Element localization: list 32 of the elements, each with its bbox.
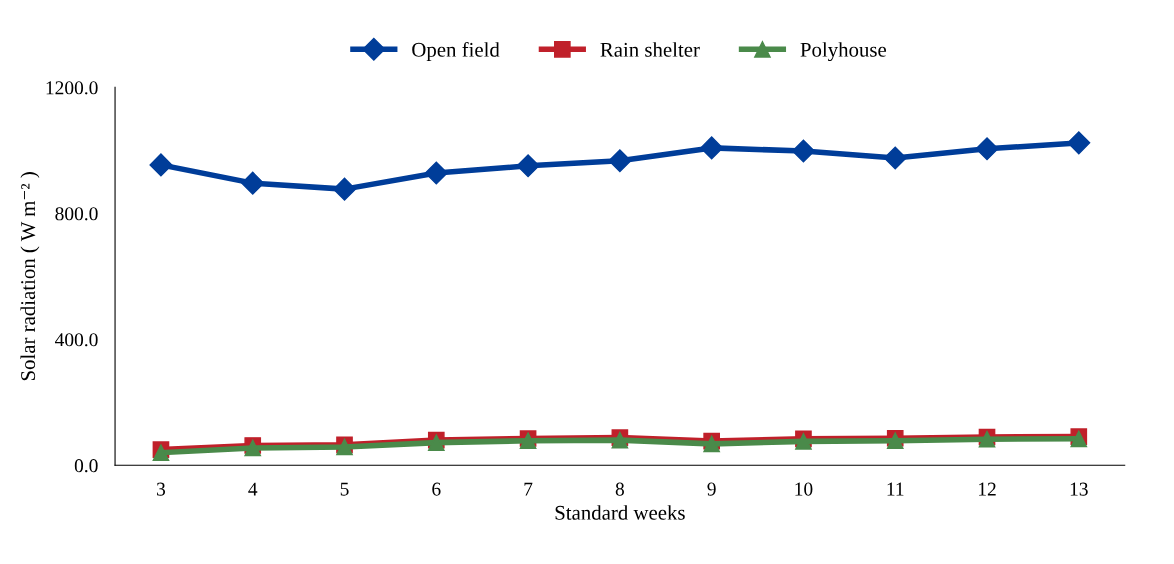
x-tick-label: 10 <box>795 482 813 496</box>
y-tick-label: 0.0 <box>74 459 98 473</box>
y-axis-title: Solar radiation ( W m⁻² ) <box>20 172 40 381</box>
x-tick-label: 4 <box>248 482 258 496</box>
x-tick-label: 13 <box>1070 482 1088 496</box>
point <box>424 161 448 185</box>
legend-label: Polyhouse <box>800 42 887 62</box>
point <box>241 171 265 195</box>
point <box>149 153 173 177</box>
point <box>608 149 632 173</box>
y-tick-label: 1200.0 <box>46 81 98 95</box>
legend-label: Open field <box>412 41 500 62</box>
x-tick-label: 9 <box>707 482 716 496</box>
point <box>883 146 907 170</box>
x-tick-label: 7 <box>524 482 533 496</box>
point <box>975 137 999 161</box>
point <box>791 139 815 163</box>
x-tick-label: 8 <box>615 482 624 496</box>
x-tick-label: 11 <box>887 482 904 496</box>
x-tick-label: 5 <box>340 482 349 496</box>
legend-label: Rain shelter <box>600 42 700 57</box>
point <box>700 136 724 160</box>
point <box>1067 131 1091 155</box>
x-tick-label: 3 <box>157 482 166 496</box>
x-axis-title: Standard weeks <box>555 505 685 520</box>
y-tick-label: 400.0 <box>55 333 98 347</box>
point <box>152 444 170 462</box>
y-tick-label: 800.0 <box>55 207 98 221</box>
x-tick-label: 12 <box>979 482 996 496</box>
x-tick-label: 6 <box>432 482 441 496</box>
point <box>333 177 357 201</box>
point <box>516 154 540 178</box>
